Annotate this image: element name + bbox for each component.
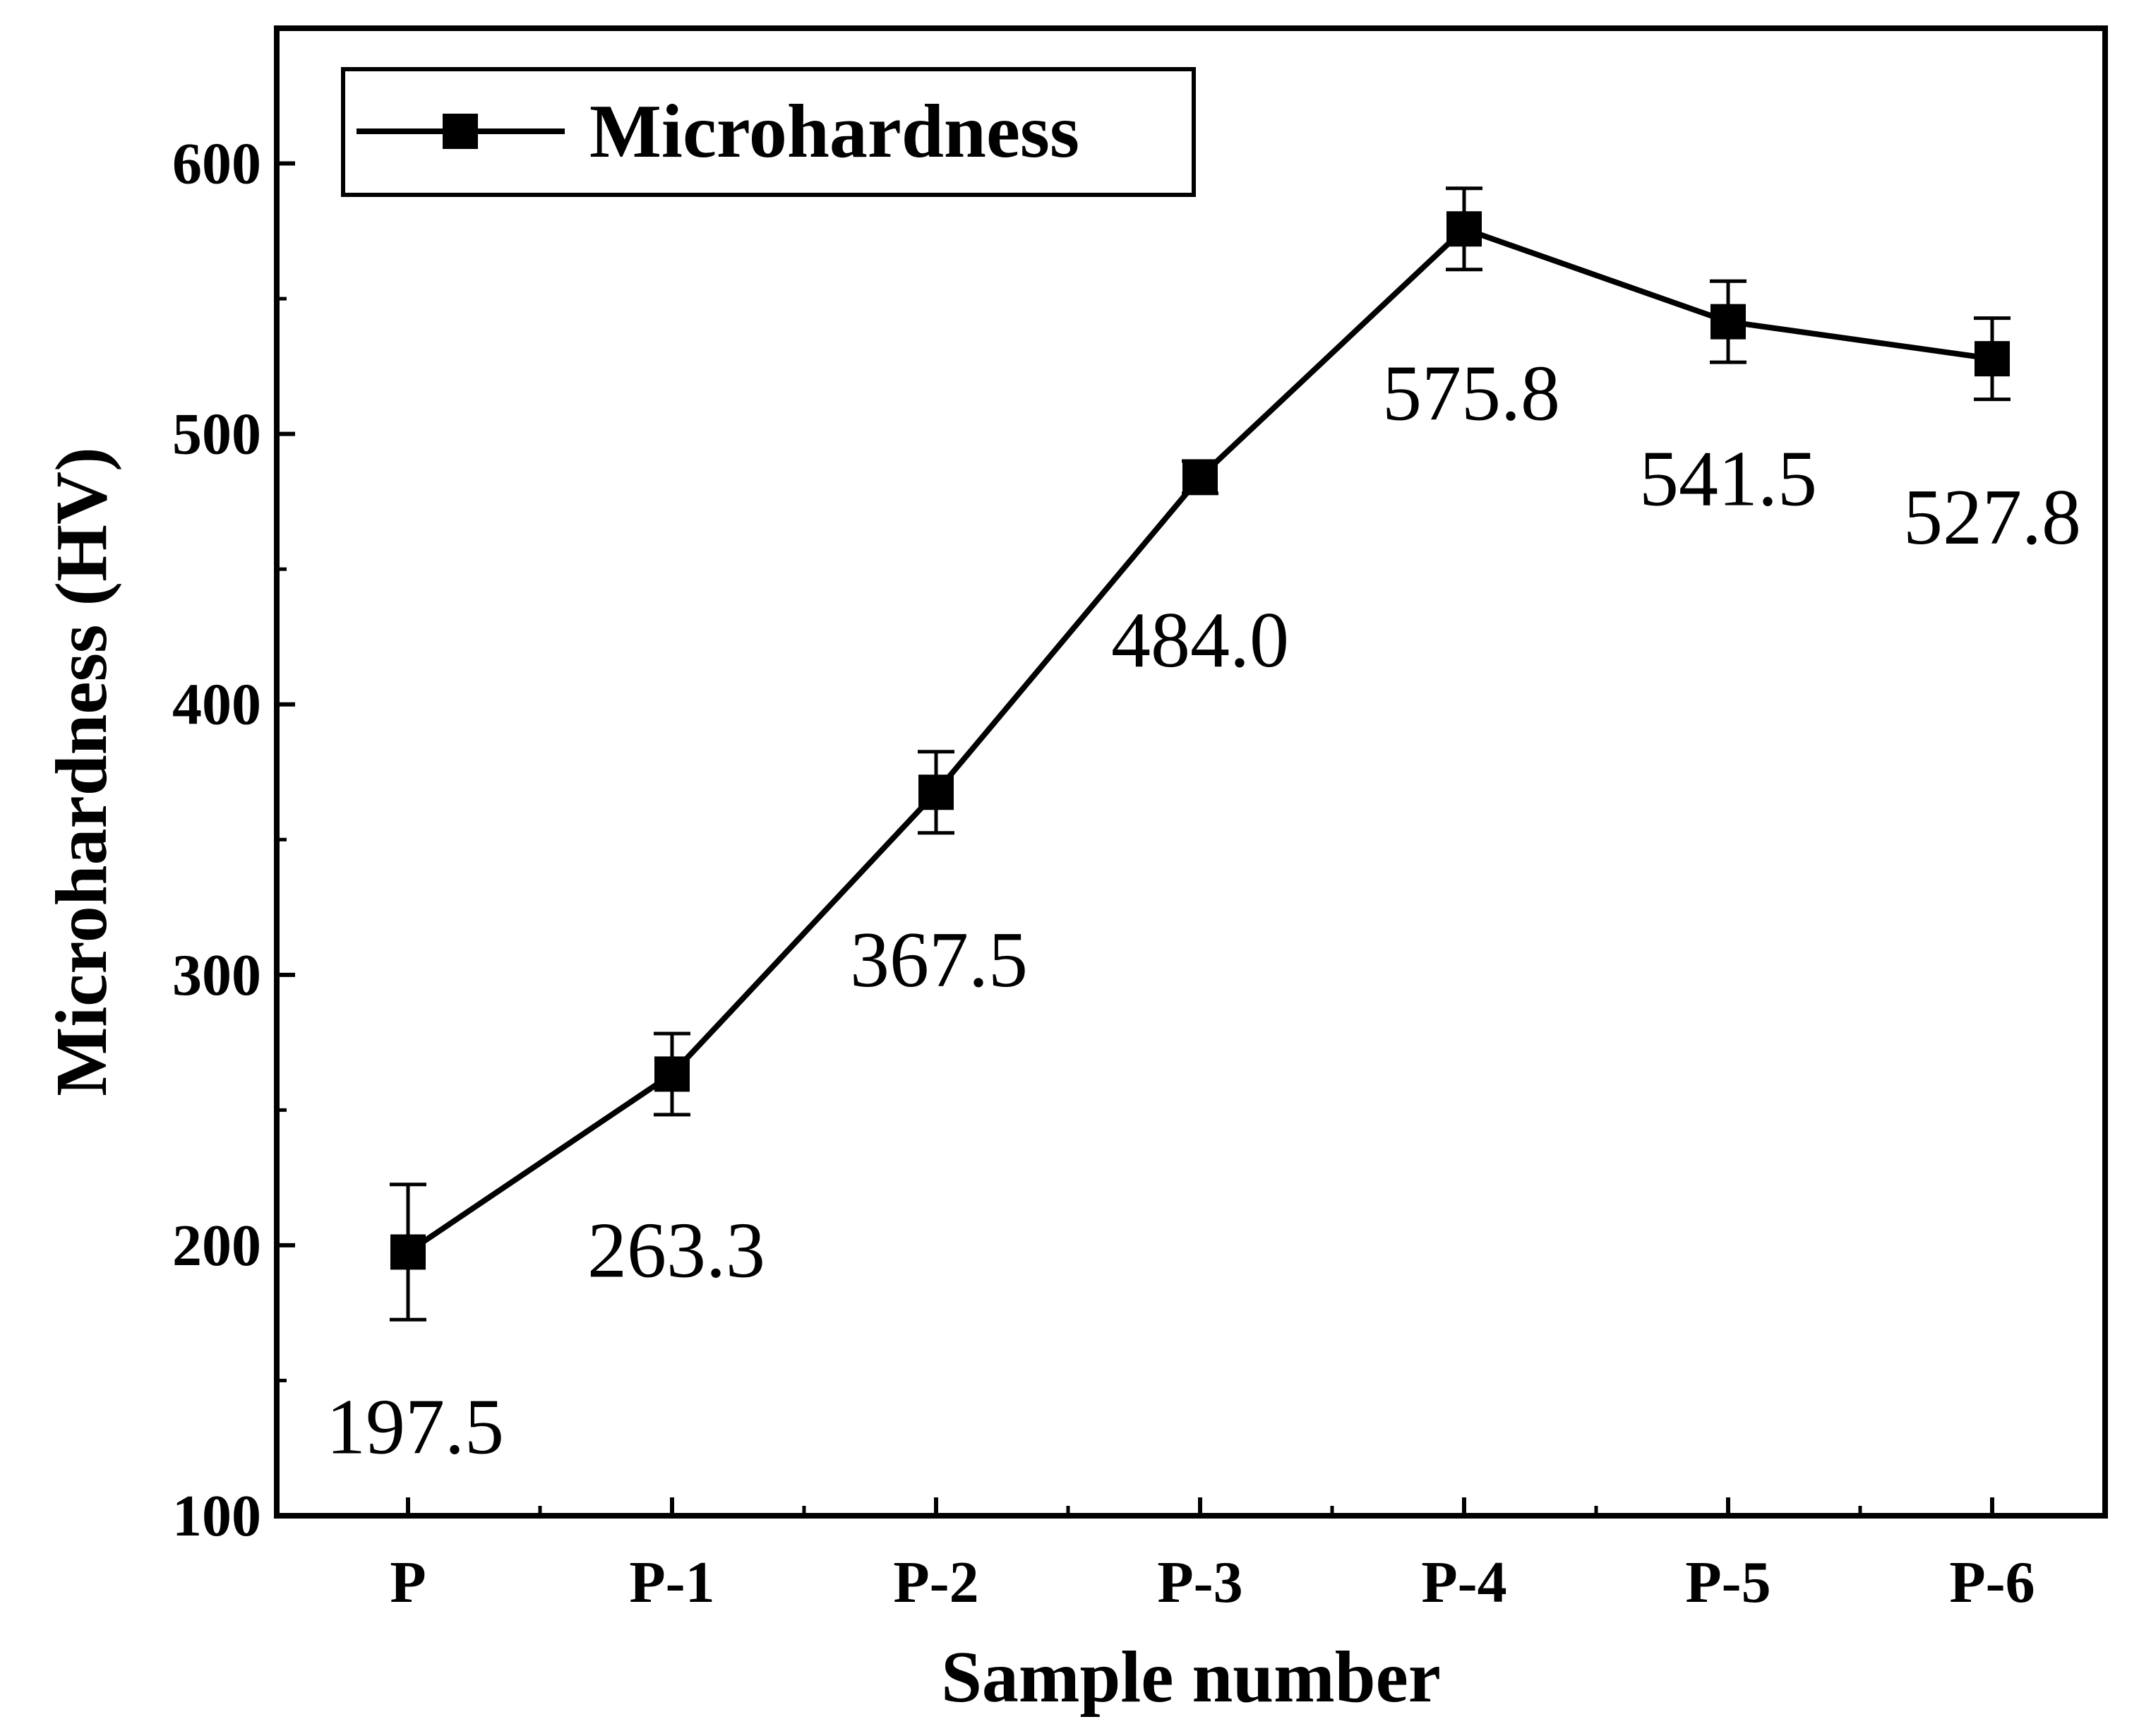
x-tick-label: P-2 — [893, 1550, 978, 1615]
x-axis-title: Sample number — [941, 1636, 1441, 1718]
series-layer — [390, 186, 2011, 1322]
data-point — [390, 1234, 426, 1270]
data-point — [1975, 341, 2010, 377]
x-tick-label: P-4 — [1421, 1550, 1506, 1615]
y-axis-ticks: 100 200 300 400 500 600 — [172, 131, 295, 1549]
y-tick-label: 100 — [172, 1483, 261, 1549]
y-tick-label: 300 — [172, 942, 261, 1008]
data-value-label: 484.0 — [1111, 597, 1289, 684]
x-axis-ticks: P P-1 P-2 P-3 P-4 P-5 P-6 — [390, 1497, 2035, 1615]
data-point — [654, 1056, 690, 1092]
y-axis-title: Microhardness (HV) — [41, 447, 122, 1096]
legend-marker — [443, 114, 478, 149]
data-value-label: 527.8 — [1903, 474, 2081, 561]
legend-box — [341, 67, 1196, 197]
data-value-label: 263.3 — [587, 1207, 765, 1294]
x-tick-label: P-1 — [629, 1550, 714, 1615]
legend-label: Microhardness — [589, 90, 1079, 174]
data-point — [918, 774, 954, 810]
y-tick-label: 600 — [172, 131, 261, 197]
data-point — [1182, 459, 1218, 495]
data-value-label: 541.5 — [1639, 436, 1817, 523]
x-tick-label: P-3 — [1157, 1550, 1242, 1615]
plot-frame — [274, 25, 2108, 1519]
x-tick-label: P-6 — [1949, 1550, 2035, 1615]
data-value-label: 367.5 — [850, 916, 1028, 1004]
data-point — [1446, 211, 1482, 247]
x-tick-label: P — [390, 1550, 426, 1615]
y-tick-label: 400 — [172, 672, 261, 738]
data-point — [1710, 304, 1746, 340]
data-value-label: 575.8 — [1382, 349, 1560, 437]
legend: Microhardness — [341, 67, 1196, 197]
y-tick-label: 500 — [172, 402, 261, 467]
y-tick-label: 200 — [172, 1213, 261, 1279]
data-label-layer: 197.5 263.3 367.5 484.0 575.8 541.5 527.8 — [326, 349, 2081, 1471]
data-value-label: 197.5 — [326, 1383, 504, 1471]
x-tick-label: P-5 — [1685, 1550, 1770, 1615]
